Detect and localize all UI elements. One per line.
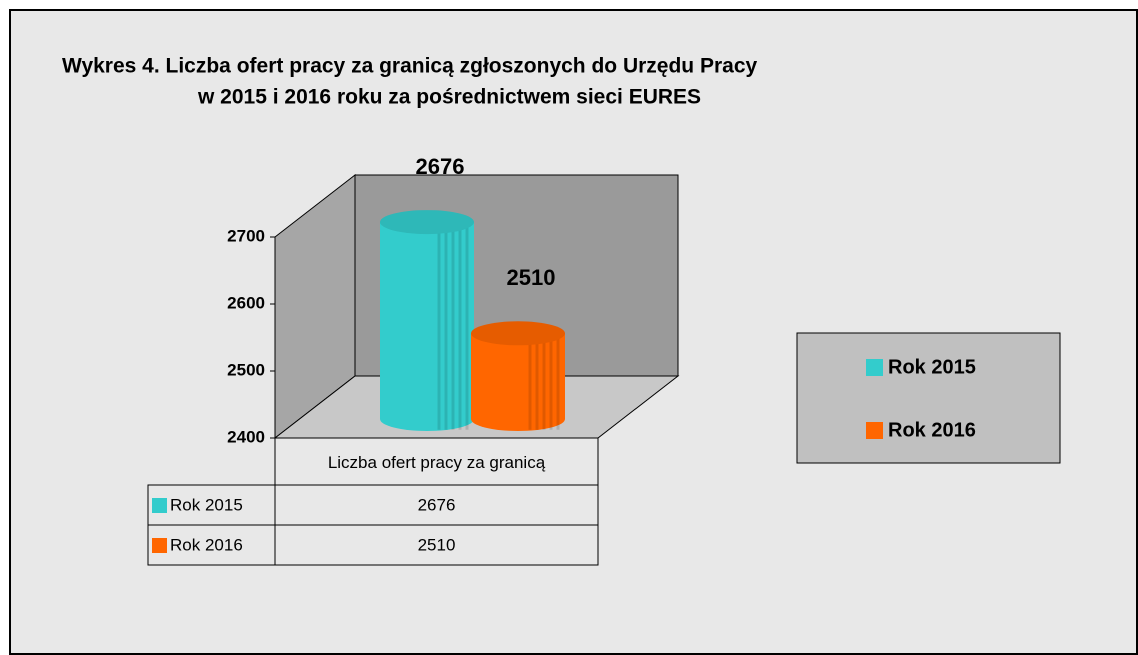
chart-title: w 2015 i 2016 roku za pośrednictwem siec…: [197, 86, 701, 109]
table-cell: [274, 524, 599, 566]
y-tick-label: 2600: [227, 293, 265, 312]
bar-top: [471, 321, 565, 346]
table-header: Liczba ofert pracy za granicą: [328, 453, 546, 472]
data-label: 2676: [416, 154, 465, 179]
chart-title: Wykres 4. Liczba ofert pracy za granicą …: [62, 55, 757, 78]
y-tick-label: 2700: [227, 226, 265, 245]
legend-key: [866, 359, 883, 376]
table-row-label: Rok 2015: [170, 495, 243, 514]
y-tick-label: 2500: [227, 360, 265, 379]
table-value: 2510: [418, 535, 456, 554]
data-label: 2510: [507, 265, 556, 290]
y-tick-label: 2400: [227, 427, 265, 446]
legend-label: Rok 2015: [888, 356, 976, 378]
legend-box: [796, 332, 1061, 464]
table-row-label: Rok 2016: [170, 535, 243, 554]
legend-label: Rok 2016: [888, 419, 976, 441]
bar: [380, 222, 474, 419]
bar-top: [380, 210, 474, 235]
legend-key: [866, 422, 883, 439]
table-value: 2676: [418, 495, 456, 514]
table-legend-key: [152, 538, 167, 553]
bar: [471, 333, 565, 419]
table-legend-key: [152, 498, 167, 513]
